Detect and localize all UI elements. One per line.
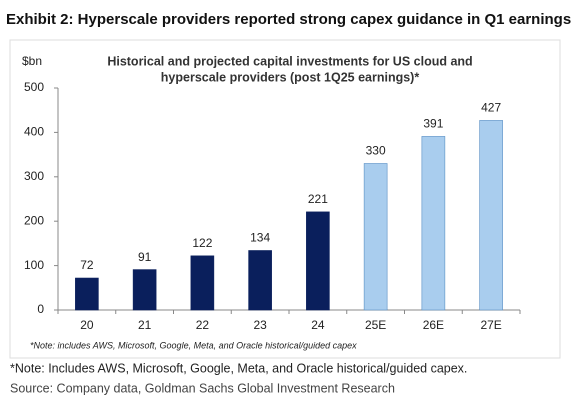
y-tick-label: 100 bbox=[24, 258, 44, 272]
bar bbox=[479, 120, 503, 311]
x-tick-label: 20 bbox=[80, 318, 94, 332]
chart-title: Historical and projected capital investm… bbox=[107, 54, 472, 68]
chart-note: *Note: includes AWS, Microsoft, Google, … bbox=[30, 340, 357, 350]
x-tick-label: 23 bbox=[253, 318, 267, 332]
data-label: 72 bbox=[80, 258, 94, 272]
note: *Note: Includes AWS, Microsoft, Google, … bbox=[10, 361, 467, 375]
chart-frame bbox=[9, 39, 561, 359]
data-label: 122 bbox=[192, 236, 212, 250]
bar bbox=[363, 163, 388, 311]
bar bbox=[306, 211, 330, 311]
y-tick-label: 200 bbox=[24, 213, 44, 227]
y-tick-label: 0 bbox=[37, 302, 44, 316]
x-tick-label: 26E bbox=[423, 318, 444, 332]
y-tick-label: 400 bbox=[24, 125, 44, 139]
bar bbox=[248, 250, 272, 311]
bar bbox=[132, 269, 157, 311]
x-tick-label: 27E bbox=[480, 318, 501, 332]
data-label: 221 bbox=[308, 192, 328, 206]
bar bbox=[421, 136, 446, 311]
x-tick-label: 21 bbox=[138, 318, 152, 332]
data-label: 391 bbox=[423, 117, 443, 131]
data-label: 91 bbox=[138, 250, 152, 264]
x-tick-label: 22 bbox=[196, 318, 210, 332]
y-tick-label: 500 bbox=[24, 80, 44, 94]
source: Source: Company data, Goldman Sachs Glob… bbox=[10, 381, 395, 395]
bar bbox=[75, 277, 99, 311]
bar bbox=[190, 255, 215, 311]
y-axis-label: $bn bbox=[22, 54, 42, 68]
chart-title: hyperscale providers (post 1Q25 earnings… bbox=[161, 70, 420, 84]
x-tick-label: 24 bbox=[311, 318, 325, 332]
heading: Exhibit 2: Hyperscale providers reported… bbox=[6, 11, 571, 28]
data-label: 134 bbox=[250, 231, 270, 245]
x-tick-label: 25E bbox=[365, 318, 386, 332]
data-label: 427 bbox=[481, 101, 501, 115]
y-tick-label: 300 bbox=[24, 169, 44, 183]
data-label: 330 bbox=[366, 144, 386, 158]
